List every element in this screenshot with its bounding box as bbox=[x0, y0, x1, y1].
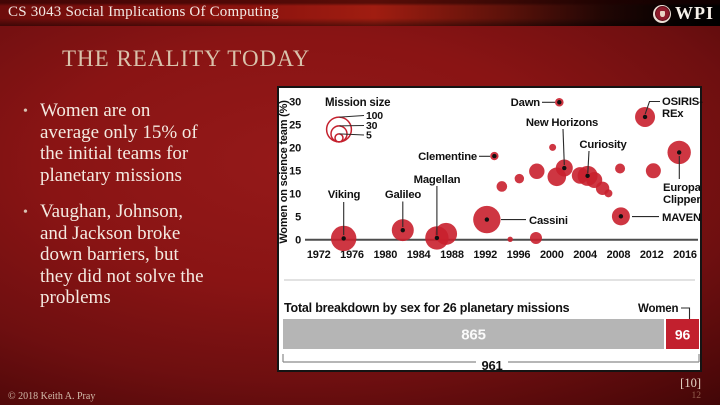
bubble bbox=[514, 173, 525, 184]
mission-label: Clipper bbox=[663, 194, 701, 206]
bubble bbox=[435, 222, 458, 245]
bubble bbox=[529, 231, 542, 244]
x-tick-label: 1992 bbox=[473, 249, 497, 261]
bullet-line: planetary missions bbox=[40, 164, 182, 186]
wpi-wordmark: WPI bbox=[675, 3, 714, 23]
mission-label: Curiosity bbox=[579, 139, 627, 151]
bullet-line: Vaughan, Johnson, bbox=[40, 201, 184, 222]
y-tick-label: 25 bbox=[289, 120, 301, 132]
bubble bbox=[507, 236, 513, 243]
legend-size-label: 5 bbox=[366, 130, 372, 142]
mission-dot bbox=[618, 214, 624, 219]
x-tick-label: 1996 bbox=[507, 249, 531, 261]
mission-label: Galileo bbox=[385, 189, 422, 201]
course-title: CS 3043 Social Implications Of Computing bbox=[8, 4, 279, 20]
header-bar: CS 3043 Social Implications Of Computing… bbox=[0, 0, 720, 26]
mission-label: Cassini bbox=[529, 215, 568, 227]
women-label: Women bbox=[638, 303, 678, 315]
y-tick-label: 15 bbox=[289, 166, 301, 178]
y-axis-label: Women on science team (%) bbox=[278, 100, 290, 244]
y-tick-label: 5 bbox=[295, 212, 301, 224]
legend-leader bbox=[339, 115, 365, 118]
bubble bbox=[571, 167, 589, 184]
x-tick-label: 2004 bbox=[573, 249, 598, 261]
bullet-line: they did not solve the bbox=[40, 265, 204, 287]
x-tick-label: 1972 bbox=[307, 249, 331, 261]
mission-leader bbox=[562, 128, 565, 166]
mission-label: Dawn bbox=[511, 97, 541, 109]
mission-dot bbox=[492, 153, 497, 159]
mission-label: MAVEN bbox=[662, 212, 701, 224]
bubble bbox=[547, 167, 567, 187]
bullet-line: average only 15% of bbox=[40, 121, 198, 143]
bar-men-segment bbox=[283, 319, 664, 349]
x-tick-label: 1976 bbox=[340, 249, 364, 261]
y-tick-label: 30 bbox=[289, 97, 301, 109]
legend-title: Mission size bbox=[325, 97, 390, 109]
bubble bbox=[549, 143, 557, 151]
bubble bbox=[496, 181, 508, 192]
x-tick-label: 2012 bbox=[640, 249, 664, 261]
footer-copyright: © 2018 Keith A. Pray bbox=[8, 391, 96, 402]
mission-dot bbox=[400, 227, 405, 233]
women-leader bbox=[681, 307, 691, 322]
mission-dot bbox=[676, 150, 682, 155]
mission-label: REx bbox=[662, 108, 684, 120]
mission-dot bbox=[484, 217, 490, 222]
bar-men-value: 865 bbox=[461, 327, 485, 344]
bullet-line: the initial teams for bbox=[40, 143, 189, 164]
legend-size-label: 30 bbox=[366, 120, 378, 132]
legend-size-label: 100 bbox=[366, 110, 383, 122]
x-tick-label: 2008 bbox=[607, 249, 631, 261]
bullet-line: down barriers, but bbox=[40, 244, 179, 265]
mission-label: OSIRIS- bbox=[662, 96, 703, 108]
chart-panel: 0 5 10 15 20 25 30 Women on science team (%) 197… bbox=[277, 86, 703, 373]
mission-label: Europa bbox=[663, 182, 702, 194]
bullet-line: problems bbox=[40, 287, 111, 308]
x-tick-label: 2000 bbox=[540, 249, 564, 261]
mission-dot bbox=[557, 100, 562, 105]
mission-dot bbox=[642, 114, 648, 120]
mission-label: New Horizons bbox=[526, 117, 598, 129]
mission-label: Magellan bbox=[414, 174, 461, 186]
x-tick-label: 2016 bbox=[673, 249, 697, 261]
bullet-line: and Jackson broke bbox=[40, 222, 181, 244]
y-tick-label: 10 bbox=[289, 189, 301, 201]
bubble bbox=[645, 163, 661, 179]
mission-dot bbox=[434, 235, 440, 241]
bullet-item: Women are on average only 15% of the ini… bbox=[20, 100, 272, 186]
bubble bbox=[615, 163, 626, 174]
bullet-item: Vaughan, Johnson, and Jackson broke down… bbox=[20, 201, 272, 309]
bubble bbox=[529, 163, 545, 179]
total-value: 961 bbox=[481, 358, 502, 373]
bar-women-segment bbox=[666, 319, 699, 349]
wpi-logo: WPI bbox=[653, 3, 714, 24]
mission-leader bbox=[644, 100, 660, 115]
x-tick-label: 1984 bbox=[407, 249, 432, 261]
mission-dot bbox=[341, 236, 346, 241]
mission-dot bbox=[562, 165, 567, 171]
bullet-list: Women are on average only 15% of the ini… bbox=[20, 100, 272, 324]
legend-size-circle bbox=[325, 116, 353, 143]
mission-leader bbox=[587, 150, 590, 174]
legend-size-circle bbox=[334, 133, 344, 143]
bullet-line: Women are on bbox=[40, 100, 151, 121]
bar-women-value: 96 bbox=[675, 327, 691, 343]
bubble bbox=[604, 189, 613, 198]
x-tick-label: 1988 bbox=[440, 249, 464, 261]
y-tick-label: 20 bbox=[289, 143, 301, 155]
mission-dot bbox=[585, 173, 590, 179]
page-title: THE REALITY TODAY bbox=[62, 46, 311, 71]
citation-ref: [10] bbox=[680, 376, 701, 390]
mission-label: Viking bbox=[328, 189, 361, 201]
breakdown-title: Total breakdown by sex for 26 planetary … bbox=[284, 301, 570, 315]
y-tick-label: 0 bbox=[295, 235, 301, 247]
wpi-seal-icon bbox=[653, 4, 671, 23]
mission-label: Clementine bbox=[418, 151, 477, 163]
legend-leader bbox=[339, 133, 365, 136]
x-tick-label: 1980 bbox=[373, 249, 397, 261]
page-number: 12 bbox=[691, 391, 702, 401]
